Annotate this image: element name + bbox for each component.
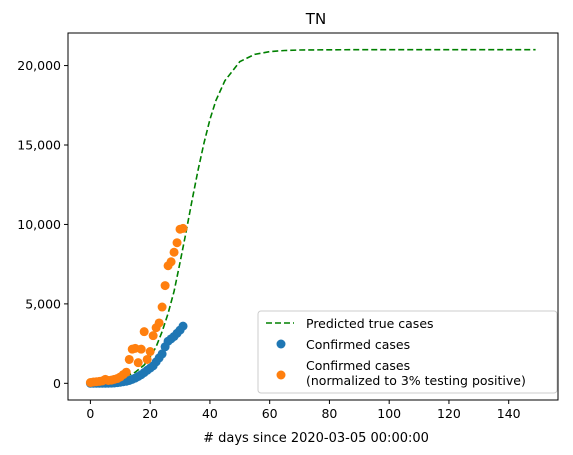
x-tick-label: 100 — [377, 406, 401, 421]
y-axis: 0 5,000 10,000 15,000 20,000 — [17, 58, 68, 391]
normalized-cases-point — [133, 358, 143, 368]
y-tick-label: 20,000 — [17, 58, 61, 73]
normalized-cases-point — [178, 223, 188, 233]
y-tick-label: 0 — [53, 376, 61, 391]
legend-label-normalized-line: (normalized to 3% testing positive) — [306, 373, 526, 388]
x-tick-label: 40 — [202, 406, 218, 421]
predicted-cases-line — [90, 48, 536, 384]
confirmed-cases-point — [178, 321, 188, 331]
confirmed-cases-point — [157, 349, 167, 359]
x-tick-label: 80 — [321, 406, 337, 421]
x-tick-label: 120 — [437, 406, 461, 421]
normalized-cases-point — [121, 367, 131, 377]
plot-area — [67, 32, 559, 401]
chart-title: TN — [305, 10, 326, 28]
x-tick-label: 60 — [262, 406, 278, 421]
normalized-cases-point — [160, 281, 170, 291]
normalized-cases-point — [139, 327, 149, 337]
normalized-cases-point — [145, 347, 155, 357]
normalized-cases-point — [124, 354, 134, 364]
legend: Predicted true cases Confirmed cases Confi… — [257, 310, 558, 394]
x-tick-label: 140 — [497, 406, 521, 421]
y-tick-label: 10,000 — [17, 217, 61, 232]
x-tick-label: 20 — [142, 406, 158, 421]
plot-frame — [67, 32, 559, 401]
normalized-cases-point — [142, 354, 152, 364]
normalized-cases-point — [154, 318, 164, 328]
x-tick-label: 0 — [86, 406, 94, 421]
normalized-cases-point — [166, 257, 176, 267]
normalized-cases-point — [157, 302, 167, 312]
legend-label-normalized-line: Confirmed cases — [306, 358, 410, 373]
series-layer — [85, 48, 536, 388]
x-axis: 0 20 40 60 80 100 120 140 — [86, 400, 521, 421]
y-tick-label: 5,000 — [25, 296, 61, 311]
normalized-cases-point — [136, 344, 146, 354]
x-axis-label: # days since 2020-03-05 00:00:00 — [203, 431, 429, 446]
legend-box — [257, 310, 558, 394]
y-tick-label: 15,000 — [17, 138, 61, 153]
normalized-cases-point — [169, 247, 179, 257]
legend-label-confirmed: Confirmed cases — [306, 337, 410, 352]
legend-marker-normalized — [276, 370, 286, 380]
legend-label-predicted: Predicted true cases — [306, 316, 434, 331]
legend-marker-confirmed — [276, 339, 286, 349]
normalized-cases-point — [172, 238, 182, 248]
normalized-cases-point — [148, 331, 158, 341]
